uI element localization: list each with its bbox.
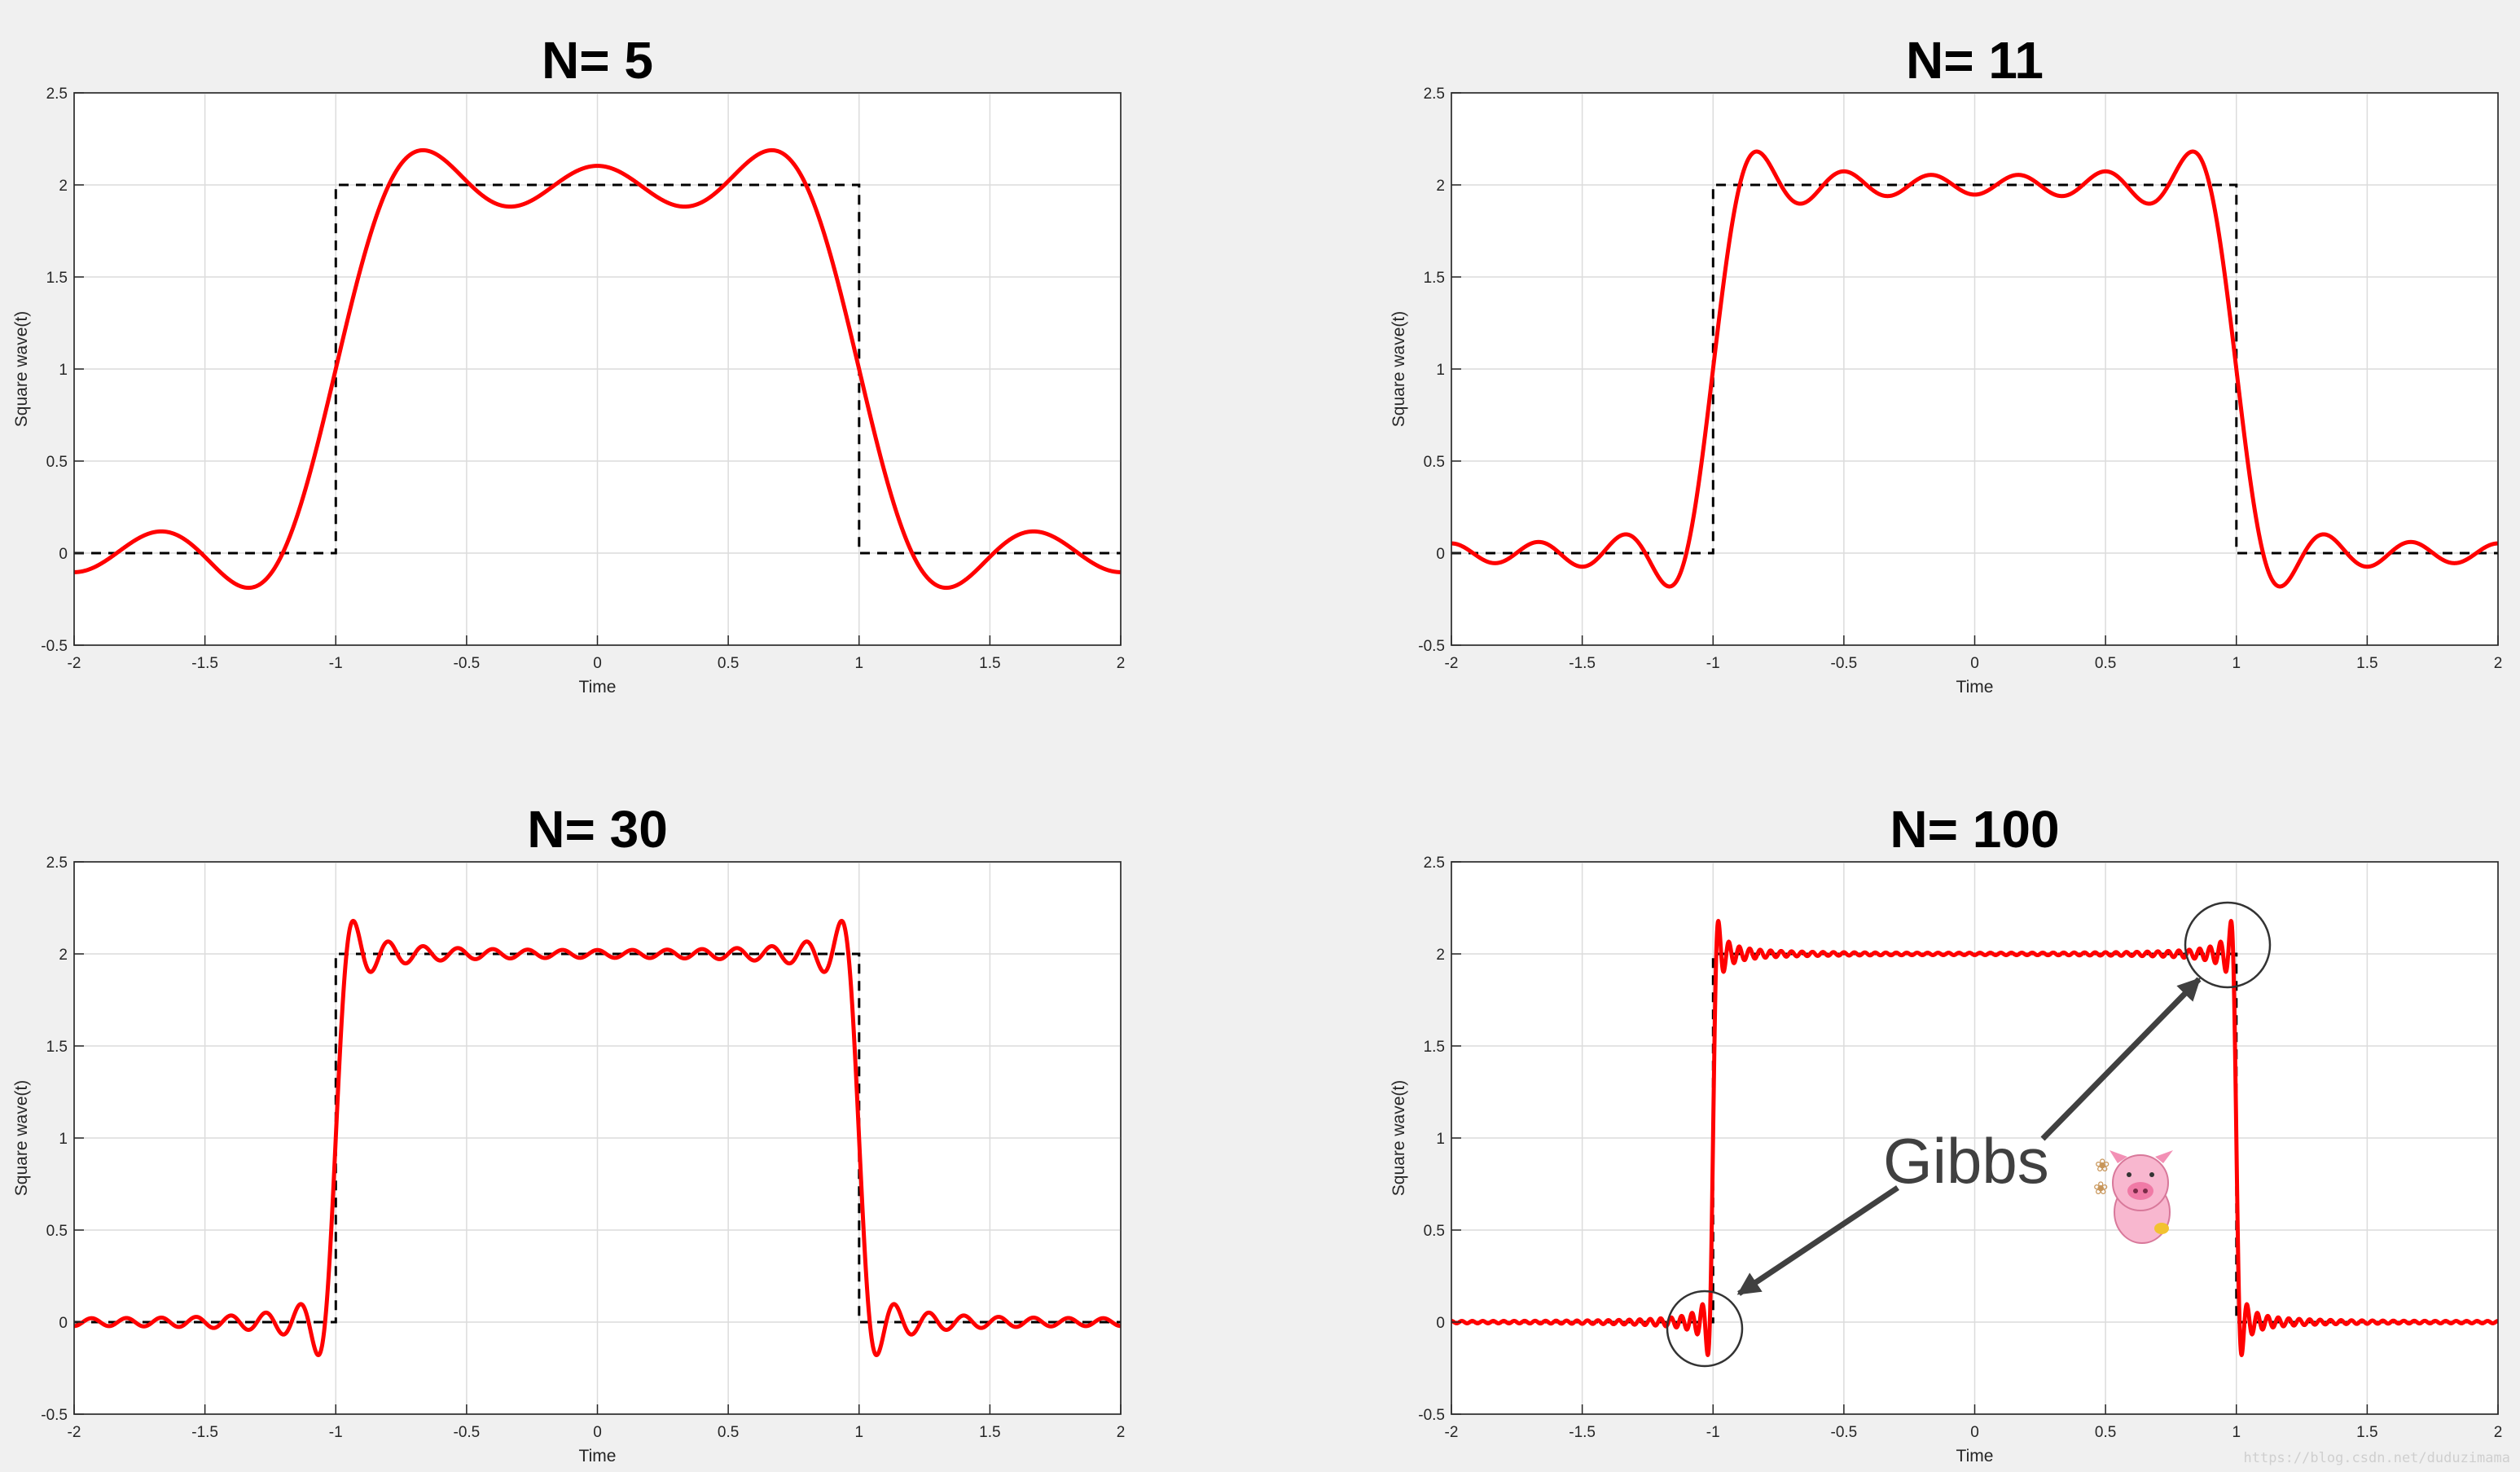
panel-title: N= 5 xyxy=(542,31,653,90)
y-tick-label: 0.5 xyxy=(46,1223,68,1240)
y-axis-label: Square wave(t) xyxy=(12,311,31,427)
x-tick-label: -0.5 xyxy=(454,655,481,672)
x-tick-label: -1.5 xyxy=(1569,655,1596,672)
x-tick-label: -1.5 xyxy=(191,655,218,672)
x-tick-label: 0.5 xyxy=(718,655,739,672)
x-tick-label: -1 xyxy=(329,655,343,672)
y-tick-label: 0 xyxy=(59,1315,68,1332)
panel-title: N= 100 xyxy=(1890,800,2059,859)
x-tick-label: -1.5 xyxy=(1569,1424,1596,1441)
y-tick-label: -0.5 xyxy=(41,1407,68,1424)
gibbs-arrow-right xyxy=(2040,977,2202,1141)
y-tick-label: -0.5 xyxy=(41,638,68,655)
y-tick-label: 1.5 xyxy=(46,1039,68,1056)
x-tick-label: 1.5 xyxy=(979,655,1000,672)
subplot-grid: -2 -1.5 -1 -0.5 0 0.5 1 1.5 2 -0.5 0 0.5 1 1.5 2 2.5 Tim… xyxy=(12,31,2502,1465)
x-tick-label: -2 xyxy=(68,655,81,672)
watermark: https://blog.csdn.net/duduzimama xyxy=(2243,1450,2510,1466)
x-tick-label: 0.5 xyxy=(718,1424,739,1441)
x-tick-label: -0.5 xyxy=(1831,1424,1858,1441)
y-tick-label: 2.5 xyxy=(46,855,68,872)
x-tick-label: 1 xyxy=(2232,1424,2241,1441)
x-tick-label: 2 xyxy=(1117,655,1126,672)
panel-title: N= 11 xyxy=(1906,31,2044,90)
gibbs-label: Gibbs xyxy=(1883,1125,2049,1197)
fourier-series-line xyxy=(72,918,1123,1358)
fourier-series-line xyxy=(1449,919,2500,1357)
x-axis-label: Time xyxy=(1956,1447,1994,1465)
x-tick-label: 1.5 xyxy=(979,1424,1000,1441)
gibbs-arrow-left xyxy=(1736,1185,1899,1296)
y-tick-label: -0.5 xyxy=(1418,1407,1445,1424)
x-tick-label: -1.5 xyxy=(191,1424,218,1441)
fourier-series-line xyxy=(72,147,1123,591)
y-tick-label: 1 xyxy=(59,362,68,379)
x-tick-label: 1 xyxy=(2232,655,2241,672)
x-tick-label: 2 xyxy=(2494,655,2503,672)
x-tick-label: -1 xyxy=(1706,655,1720,672)
x-tick-label: -2 xyxy=(1445,655,1459,672)
y-tick-label: 1.5 xyxy=(1424,270,1445,287)
x-tick-label: 0 xyxy=(1970,1424,1979,1441)
y-tick-label: 1 xyxy=(1436,1131,1445,1148)
x-tick-label: 0.5 xyxy=(2095,655,2116,672)
x-axis-label: Time xyxy=(579,678,617,696)
y-tick-label: 2 xyxy=(1436,947,1445,964)
x-tick-label: 1 xyxy=(854,1424,863,1441)
y-tick-label: 1.5 xyxy=(46,270,68,287)
y-tick-label: 2 xyxy=(59,178,68,195)
y-tick-label: 0.5 xyxy=(1424,1223,1445,1240)
y-tick-label: 0.5 xyxy=(46,454,68,471)
x-tick-label: -2 xyxy=(68,1424,81,1441)
x-tick-label: -0.5 xyxy=(454,1424,481,1441)
y-tick-label: 0.5 xyxy=(1424,454,1445,471)
x-tick-label: 2 xyxy=(1117,1424,1126,1441)
y-axis-label: Square wave(t) xyxy=(1390,311,1408,427)
svg-text:❀: ❀ xyxy=(2093,1179,2108,1199)
x-tick-label: -1 xyxy=(329,1424,343,1441)
y-axis-label: Square wave(t) xyxy=(12,1080,31,1196)
y-axis-label: Square wave(t) xyxy=(1390,1080,1408,1196)
gibbs-circle-left xyxy=(1666,1290,1744,1368)
y-tick-label: 2 xyxy=(1436,178,1445,195)
y-tick-label: 1.5 xyxy=(1424,1039,1445,1056)
x-axis-label: Time xyxy=(1956,678,1994,696)
x-tick-label: -2 xyxy=(1445,1424,1459,1441)
y-tick-label: 1 xyxy=(1436,362,1445,379)
subplot-4: -2 -1.5 -1 -0.5 0 0.5 1 1.5 2 -0.5 0 0.5 1 1.5 2 2.5 Tim… xyxy=(1390,800,2502,1465)
y-tick-label: 0 xyxy=(59,546,68,563)
x-tick-label: 0 xyxy=(593,1424,602,1441)
subplot-2: -2 -1.5 -1 -0.5 0 0.5 1 1.5 2 -0.5 0 0.5 1 1.5 2 2.5 Tim… xyxy=(1390,31,2502,696)
x-tick-label: -1 xyxy=(1706,1424,1720,1441)
x-tick-label: 1 xyxy=(854,655,863,672)
y-tick-label: 1 xyxy=(59,1131,68,1148)
x-axis-label: Time xyxy=(579,1447,617,1465)
square-wave-line xyxy=(74,183,1121,555)
y-tick-label: 0 xyxy=(1436,1315,1445,1332)
x-tick-label: 1.5 xyxy=(2356,1424,2377,1441)
square-wave-line xyxy=(1451,183,2498,555)
x-tick-label: -0.5 xyxy=(1831,655,1858,672)
svg-text:❀: ❀ xyxy=(2095,1156,2110,1176)
y-tick-label: 0 xyxy=(1436,546,1445,563)
panel-title: N= 30 xyxy=(527,800,668,859)
gibbs-circle-right xyxy=(2184,901,2272,989)
x-tick-label: 0 xyxy=(1970,655,1979,672)
x-tick-label: 2 xyxy=(2494,1424,2503,1441)
y-tick-label: 2 xyxy=(59,947,68,964)
subplot-1: -2 -1.5 -1 -0.5 0 0.5 1 1.5 2 -0.5 0 0.5 1 1.5 2 2.5 Tim… xyxy=(12,31,1125,696)
y-tick-label: 2.5 xyxy=(1424,855,1445,872)
subplot-3: -2 -1.5 -1 -0.5 0 0.5 1 1.5 2 -0.5 0 0.5 1 1.5 2 2.5 Tim… xyxy=(12,800,1125,1465)
pig-sticker-icon: ❀ ❀ xyxy=(2093,1150,2173,1244)
fourier-series-line xyxy=(1449,149,2500,589)
x-tick-label: 0.5 xyxy=(2095,1424,2116,1441)
y-tick-label: 2.5 xyxy=(1424,86,1445,103)
x-tick-label: 1.5 xyxy=(2356,655,2377,672)
x-tick-label: 0 xyxy=(593,655,602,672)
y-tick-label: 2.5 xyxy=(46,86,68,103)
gibbs-annotation: Gibbs ❀ ❀ xyxy=(1666,901,2272,1368)
y-tick-label: -0.5 xyxy=(1418,638,1445,655)
